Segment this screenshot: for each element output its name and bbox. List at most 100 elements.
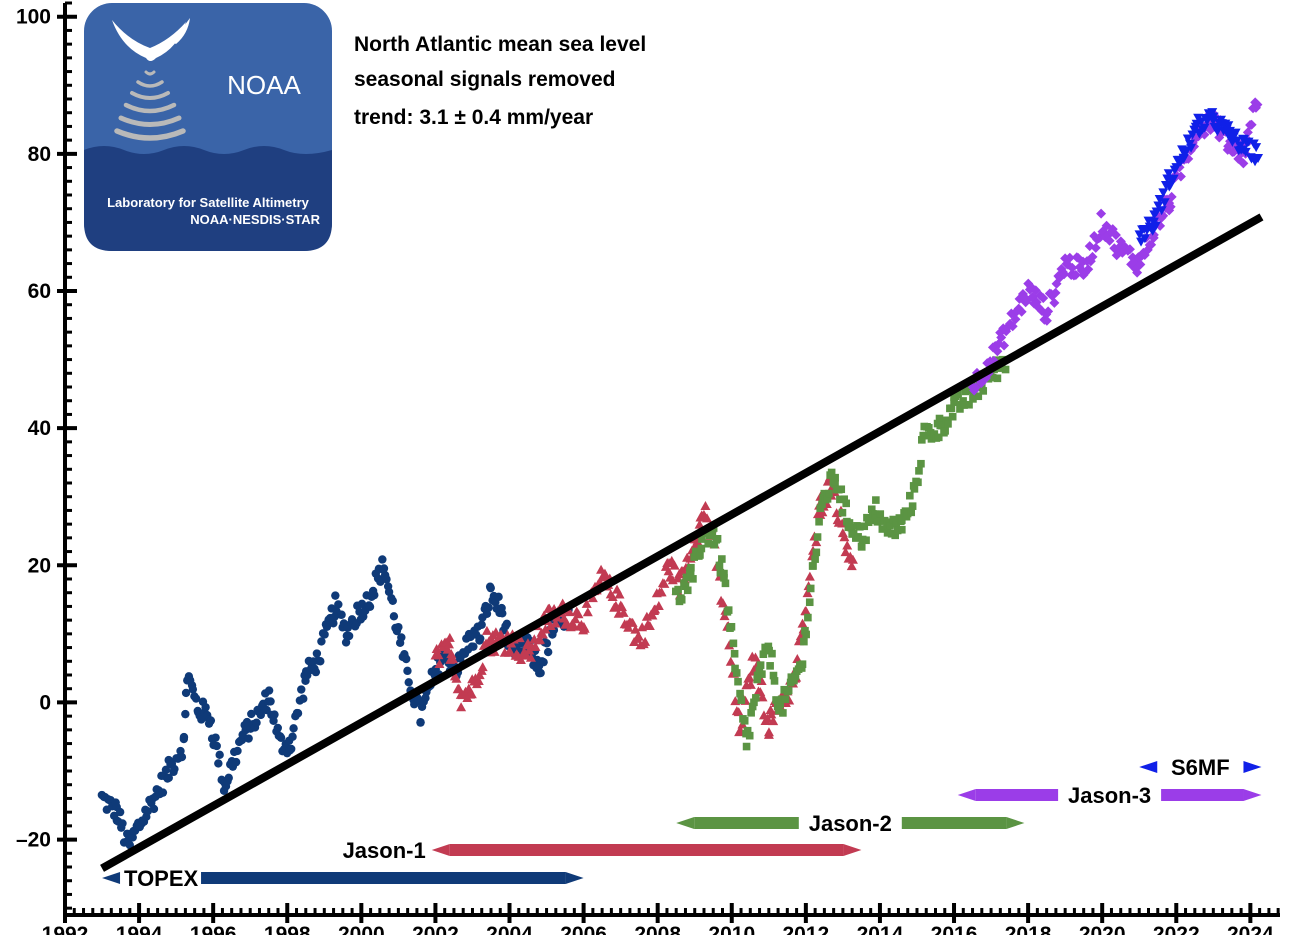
data-point	[878, 525, 887, 533]
data-point	[542, 639, 552, 648]
data-point	[820, 489, 829, 498]
data-point	[1158, 188, 1169, 198]
data-point	[451, 673, 462, 683]
data-point	[736, 689, 744, 698]
data-point	[530, 641, 541, 651]
data-point	[197, 715, 206, 724]
data-point	[539, 657, 548, 667]
data-point	[637, 622, 648, 632]
data-point	[158, 788, 168, 797]
data-point	[860, 522, 869, 531]
data-point	[320, 630, 329, 639]
mission-arrow-right	[1243, 789, 1262, 801]
data-point	[1096, 208, 1107, 219]
data-point	[1252, 99, 1263, 110]
data-point	[847, 554, 858, 564]
data-point	[827, 468, 836, 477]
data-point	[893, 526, 902, 535]
data-point	[316, 657, 325, 666]
data-point	[772, 696, 780, 704]
data-point	[718, 555, 726, 563]
data-point	[233, 746, 242, 756]
data-point	[745, 679, 756, 689]
data-point	[849, 529, 858, 538]
series-topex	[97, 555, 573, 850]
data-point	[484, 603, 493, 612]
data-point	[720, 574, 728, 582]
data-point	[806, 584, 815, 593]
data-point	[1087, 251, 1098, 262]
data-point	[1132, 267, 1143, 278]
mission-bar	[449, 844, 844, 856]
data-point	[486, 583, 495, 593]
data-point	[759, 650, 768, 659]
data-point	[1067, 262, 1078, 273]
data-point	[720, 569, 728, 578]
data-point	[388, 596, 397, 605]
data-point	[797, 618, 808, 628]
data-point	[469, 642, 478, 651]
data-point	[494, 592, 503, 602]
x-tick-label: 1992	[42, 923, 89, 935]
mission-arrow-left	[431, 844, 450, 856]
data-point	[815, 517, 823, 526]
data-point	[502, 619, 512, 629]
data-point	[659, 578, 670, 588]
data-point	[669, 560, 680, 570]
data-point	[647, 610, 658, 620]
data-point	[922, 431, 931, 440]
data-point	[813, 533, 822, 541]
data-point	[599, 568, 610, 578]
data-point	[802, 588, 813, 598]
mission-arrow-left	[1139, 761, 1158, 773]
y-tick-label: 20	[28, 554, 51, 577]
data-point	[607, 591, 618, 601]
data-point	[149, 804, 159, 814]
data-point	[1223, 121, 1234, 131]
data-point	[403, 666, 412, 676]
data-point	[743, 726, 752, 735]
data-point	[1001, 365, 1010, 374]
data-point	[682, 573, 691, 582]
data-point	[1090, 242, 1101, 253]
data-point	[322, 622, 332, 632]
data-point	[866, 516, 875, 525]
mission-label: S6MF	[1171, 755, 1230, 780]
data-point	[215, 750, 224, 760]
y-tick-label: 60	[28, 280, 51, 303]
data-point	[840, 495, 849, 504]
data-point	[836, 495, 844, 504]
mission-bar	[201, 872, 566, 884]
data-point	[443, 639, 454, 649]
data-point	[1041, 315, 1052, 326]
data-point	[811, 537, 822, 547]
data-point	[721, 579, 730, 588]
x-tick-label: 2012	[782, 923, 829, 935]
data-point	[960, 401, 968, 409]
data-point	[456, 702, 467, 712]
mission-bar	[1161, 789, 1244, 801]
data-point	[579, 623, 590, 633]
data-point	[231, 757, 241, 767]
data-point	[768, 716, 779, 726]
data-point	[191, 694, 201, 703]
trend-line	[100, 213, 1264, 872]
data-point	[750, 652, 761, 662]
data-point	[713, 534, 722, 543]
data-point	[837, 485, 846, 494]
data-point	[733, 707, 744, 717]
chart-title: North Atlantic mean sea level	[354, 33, 646, 56]
x-tick-label: 1994	[116, 923, 163, 935]
data-point	[1059, 269, 1070, 280]
data-point	[906, 491, 914, 500]
data-point	[702, 513, 713, 523]
data-point	[988, 373, 997, 382]
data-point	[891, 531, 899, 540]
data-point	[1150, 221, 1161, 231]
y-tick-label: 100	[16, 6, 51, 29]
data-point	[872, 496, 880, 504]
data-point	[938, 421, 946, 430]
data-point	[718, 598, 729, 608]
data-point	[181, 688, 191, 698]
data-point	[287, 744, 296, 754]
